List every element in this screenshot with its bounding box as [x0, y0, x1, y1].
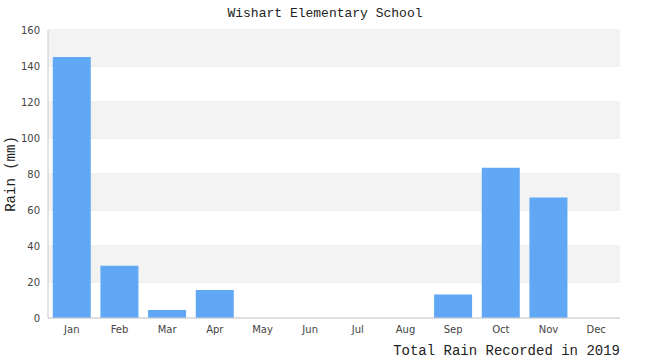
svg-text:Jun: Jun	[301, 324, 318, 335]
svg-text:Apr: Apr	[206, 324, 224, 335]
svg-text:20: 20	[27, 277, 40, 288]
svg-text:160: 160	[21, 25, 40, 36]
svg-text:Feb: Feb	[111, 324, 129, 335]
svg-text:Mar: Mar	[158, 324, 178, 335]
svg-text:60: 60	[27, 205, 40, 216]
html-text:Total Rain Recorded in 2019: Total Rain Recorded in 2019	[393, 343, 620, 359]
svg-text:40: 40	[27, 241, 40, 252]
svg-text:Aug: Aug	[396, 324, 416, 335]
html-text:Wishart Elementary School: Wishart Elementary School	[227, 6, 423, 21]
svg-text:May: May	[252, 324, 273, 335]
svg-text:Jan: Jan	[63, 324, 79, 335]
svg-text:120: 120	[21, 97, 40, 108]
svg-text:100: 100	[21, 133, 40, 144]
svg-text:80: 80	[27, 169, 40, 180]
svg-text:Oct: Oct	[492, 324, 509, 335]
svg-text:Rain (mm): Rain (mm)	[8, 136, 19, 212]
svg-text:0: 0	[34, 313, 40, 324]
svg-text:140: 140	[21, 61, 40, 72]
svg-text:Nov: Nov	[539, 324, 559, 335]
svg-text:Dec: Dec	[586, 324, 605, 335]
svg-text:Sep: Sep	[444, 324, 463, 335]
svg-text:Jul: Jul	[351, 324, 364, 335]
